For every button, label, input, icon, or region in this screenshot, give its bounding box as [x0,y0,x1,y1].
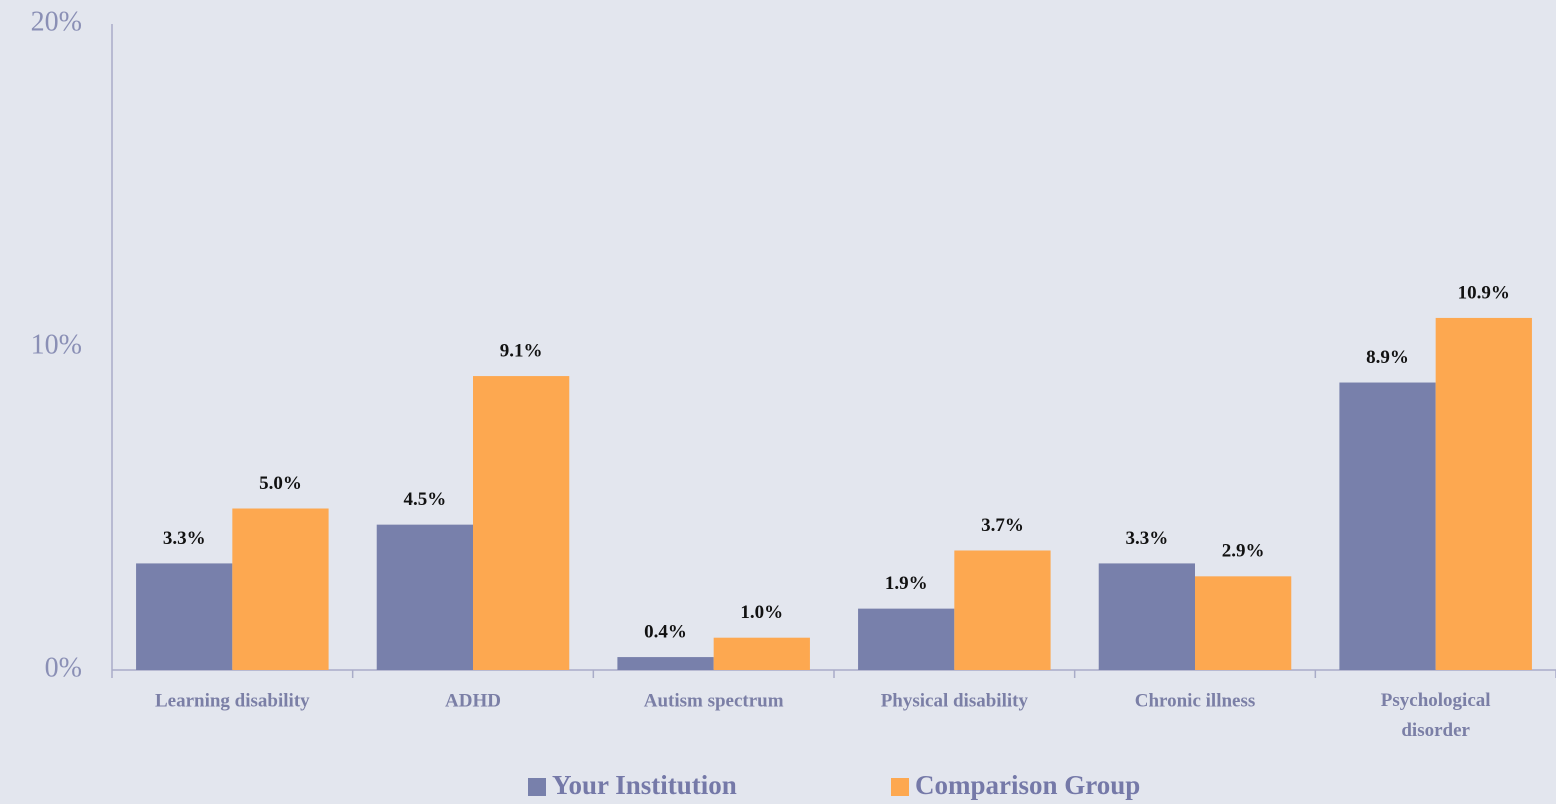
bar [473,376,570,670]
y-tick-label: 0% [45,652,82,683]
bar [1098,563,1195,670]
x-tick-label: Autism spectrum [644,690,784,711]
data-label: 1.9% [885,573,928,594]
bar [1339,382,1436,670]
data-label: 10.9% [1458,282,1510,303]
data-label: 8.9% [1366,347,1409,368]
bar [376,524,473,670]
y-tick-label: 20% [31,6,82,37]
bar [136,563,233,670]
bar [232,508,329,670]
x-tick-label: Learning disability [155,690,310,711]
x-tick-label: Physical disability [881,690,1029,711]
data-label: 5.0% [259,473,302,494]
x-tick-label: ADHD [445,690,501,711]
legend-label: Comparison Group [915,770,1140,800]
data-label: 3.7% [981,515,1024,536]
data-label: 3.3% [1125,528,1168,549]
bar [858,608,955,670]
data-label: 9.1% [500,340,543,361]
legend-swatch [528,778,546,796]
data-label: 1.0% [740,602,783,623]
data-label: 0.4% [644,621,687,642]
bar [713,637,810,670]
bar [1435,317,1532,670]
legend-label: Your Institution [552,770,737,800]
x-tick-label: Chronic illness [1135,690,1256,711]
x-tick-label: Psychological disorder [1381,690,1491,741]
x-tick-label-line: Psychological [1381,690,1491,711]
bar [617,657,714,670]
data-label: 3.3% [163,528,206,549]
bar [954,550,1051,670]
data-label: 2.9% [1222,541,1265,562]
legend-swatch [891,778,909,796]
y-tick-label: 10% [31,329,82,360]
data-label: 4.5% [403,489,446,510]
bar [1195,576,1292,670]
x-tick-label-line: disorder [1401,720,1470,741]
